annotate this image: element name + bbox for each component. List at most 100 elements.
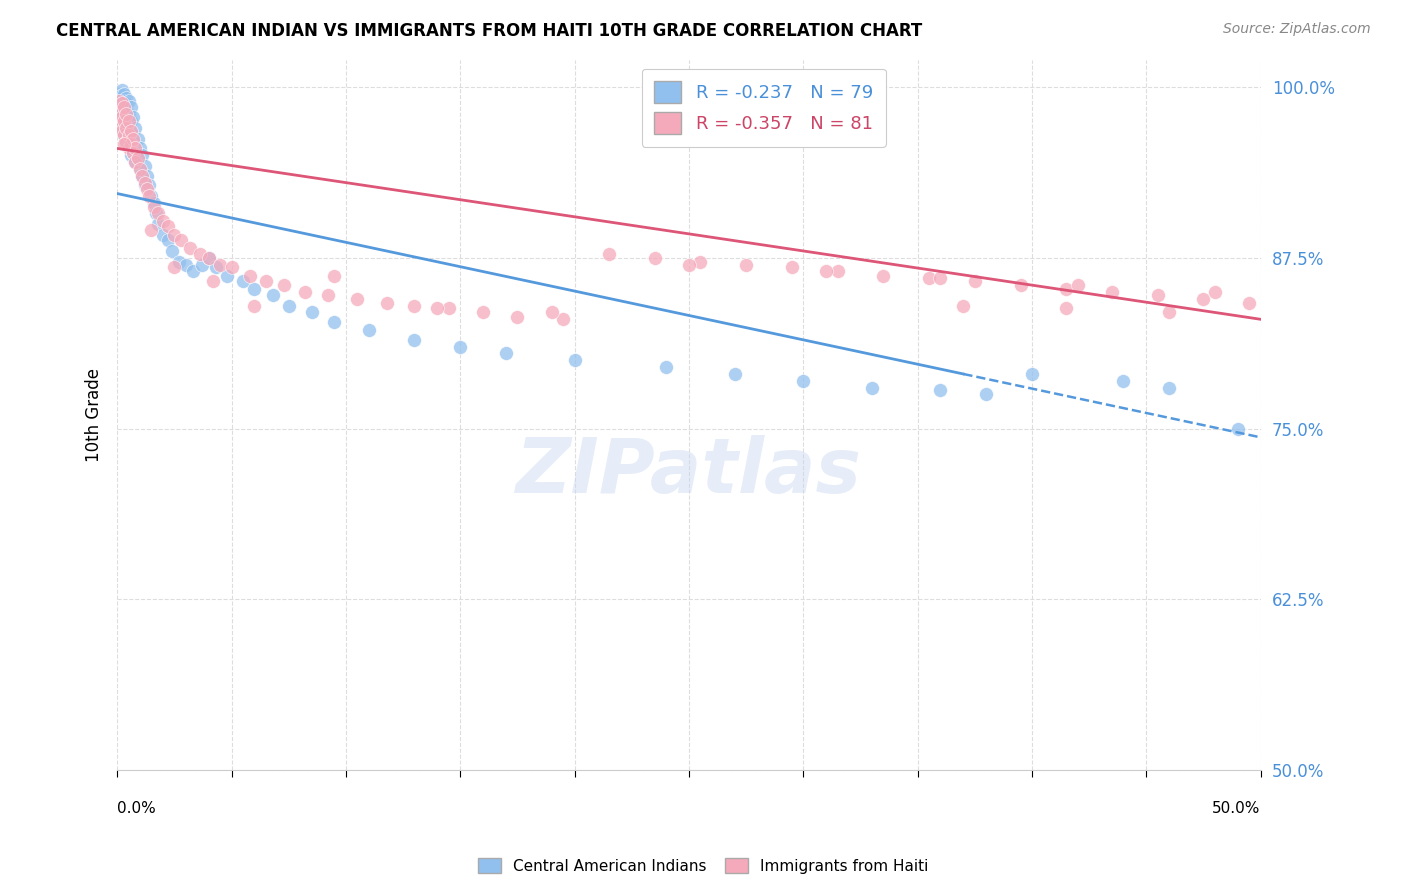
Point xyxy=(111,114,134,128)
Point xyxy=(404,299,426,313)
Point xyxy=(156,233,179,247)
Point xyxy=(540,305,562,319)
Legend: Central American Indians, Immigrants from Haiti: Central American Indians, Immigrants fro… xyxy=(471,852,935,880)
Point xyxy=(152,214,174,228)
Point xyxy=(117,128,139,142)
Point xyxy=(215,268,238,283)
Point xyxy=(135,182,157,196)
Point xyxy=(120,148,142,162)
Point xyxy=(277,299,299,313)
Point xyxy=(122,110,145,124)
Point xyxy=(134,159,156,173)
Point xyxy=(112,87,135,101)
Point xyxy=(120,123,142,137)
Point xyxy=(243,299,266,313)
Point xyxy=(1237,296,1260,310)
Point xyxy=(156,219,179,234)
Point xyxy=(115,120,138,135)
Point xyxy=(254,274,277,288)
Point xyxy=(141,189,163,203)
Point xyxy=(115,107,138,121)
Point xyxy=(138,178,160,193)
Point xyxy=(115,135,138,149)
Point xyxy=(124,155,146,169)
Point xyxy=(160,244,183,258)
Point xyxy=(129,141,152,155)
Point xyxy=(1159,381,1181,395)
Point xyxy=(323,268,346,283)
Point xyxy=(449,340,471,354)
Point xyxy=(131,169,153,183)
Point xyxy=(346,292,368,306)
Point xyxy=(127,151,149,165)
Point xyxy=(564,353,586,368)
Point xyxy=(141,223,163,237)
Point xyxy=(827,264,849,278)
Point xyxy=(357,323,380,337)
Point xyxy=(111,83,134,97)
Point xyxy=(209,258,232,272)
Point xyxy=(148,217,170,231)
Point xyxy=(1146,287,1168,301)
Point xyxy=(792,374,814,388)
Point xyxy=(239,268,262,283)
Point xyxy=(111,104,134,119)
Point xyxy=(122,145,145,160)
Point xyxy=(112,137,135,152)
Point xyxy=(197,251,219,265)
Point xyxy=(127,151,149,165)
Point xyxy=(221,260,243,275)
Point xyxy=(124,141,146,155)
Point xyxy=(553,312,575,326)
Point xyxy=(108,94,131,108)
Point xyxy=(112,100,135,114)
Point xyxy=(138,189,160,203)
Point xyxy=(204,260,226,275)
Point xyxy=(174,258,197,272)
Point xyxy=(170,233,193,247)
Point xyxy=(974,387,997,401)
Point xyxy=(404,333,426,347)
Text: CENTRAL AMERICAN INDIAN VS IMMIGRANTS FROM HAITI 10TH GRADE CORRELATION CHART: CENTRAL AMERICAN INDIAN VS IMMIGRANTS FR… xyxy=(56,22,922,40)
Point xyxy=(108,107,131,121)
Point xyxy=(111,110,134,124)
Point xyxy=(918,271,941,285)
Point xyxy=(124,155,146,169)
Point xyxy=(117,120,139,135)
Point xyxy=(112,128,135,142)
Point xyxy=(1066,278,1088,293)
Point xyxy=(929,271,952,285)
Point xyxy=(120,137,142,152)
Point xyxy=(117,107,139,121)
Point xyxy=(135,169,157,183)
Point xyxy=(115,120,138,135)
Point xyxy=(323,315,346,329)
Point xyxy=(108,104,131,119)
Point xyxy=(112,114,135,128)
Point xyxy=(112,100,135,114)
Point xyxy=(129,161,152,176)
Point xyxy=(1101,285,1123,299)
Point xyxy=(111,96,134,111)
Y-axis label: 10th Grade: 10th Grade xyxy=(86,368,103,462)
Point xyxy=(1159,305,1181,319)
Point xyxy=(117,114,139,128)
Text: 50.0%: 50.0% xyxy=(1212,801,1261,816)
Point xyxy=(1010,278,1032,293)
Point xyxy=(179,241,201,255)
Point xyxy=(111,123,134,137)
Point xyxy=(1112,374,1135,388)
Point xyxy=(655,360,678,375)
Point xyxy=(115,96,138,111)
Point xyxy=(167,255,190,269)
Point xyxy=(117,141,139,155)
Point xyxy=(111,88,134,103)
Point xyxy=(117,94,139,108)
Point xyxy=(124,137,146,152)
Point xyxy=(188,246,211,260)
Point xyxy=(426,301,449,316)
Point xyxy=(108,100,131,114)
Point xyxy=(1054,301,1077,316)
Point xyxy=(952,299,974,313)
Point xyxy=(294,285,316,299)
